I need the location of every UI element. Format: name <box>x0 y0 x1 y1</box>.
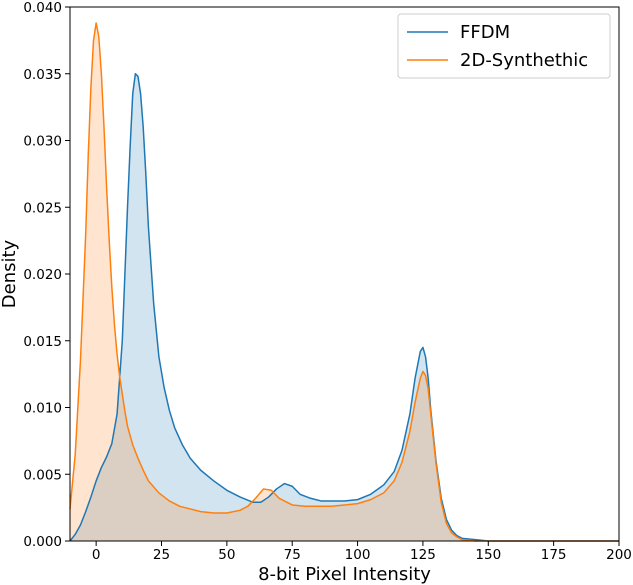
x-tick-label: 150 <box>475 547 501 563</box>
area-2d-synthethic <box>70 23 619 541</box>
legend-label-2d-synthethic: 2D-Synthethic <box>460 50 588 71</box>
x-tick-label: 100 <box>345 547 371 563</box>
legend-label-ffdm: FFDM <box>460 22 510 43</box>
y-tick-label: 0.020 <box>23 267 62 283</box>
x-tick-label: 175 <box>541 547 567 563</box>
area-ffdm <box>70 73 619 541</box>
legend-box <box>397 13 611 79</box>
y-axis-ticks: 0.000 0.005 0.010 0.015 0.020 0.025 0.030 0.035… <box>23 0 70 550</box>
x-axis-label: 8-bit Pixel Intensity <box>258 564 431 585</box>
y-axis-label: Density <box>0 239 20 308</box>
y-tick-label: 0.000 <box>23 534 62 550</box>
x-tick-label: 200 <box>606 547 632 563</box>
series-lines <box>69 22 619 542</box>
y-tick-label: 0.035 <box>23 67 62 83</box>
x-tick-label: 50 <box>218 547 235 563</box>
y-tick-label: 0.010 <box>23 401 62 417</box>
y-tick-label: 0.040 <box>23 0 62 16</box>
x-tick-label: 125 <box>410 547 436 563</box>
series-fills <box>70 23 619 541</box>
x-tick-label: 0 <box>92 547 101 563</box>
line-2d-synthethic <box>69 22 619 542</box>
x-tick-label: 75 <box>284 547 301 563</box>
legend: FFDM 2D-Synthethic <box>397 13 611 79</box>
y-tick-label: 0.005 <box>23 467 62 483</box>
x-axis-ticks: 0 25 50 75 100 125 150 175 200 <box>92 541 632 563</box>
x-tick-label: 25 <box>153 547 170 563</box>
y-tick-label: 0.030 <box>23 134 62 150</box>
y-tick-label: 0.015 <box>23 334 62 350</box>
y-tick-label: 0.025 <box>23 200 62 216</box>
